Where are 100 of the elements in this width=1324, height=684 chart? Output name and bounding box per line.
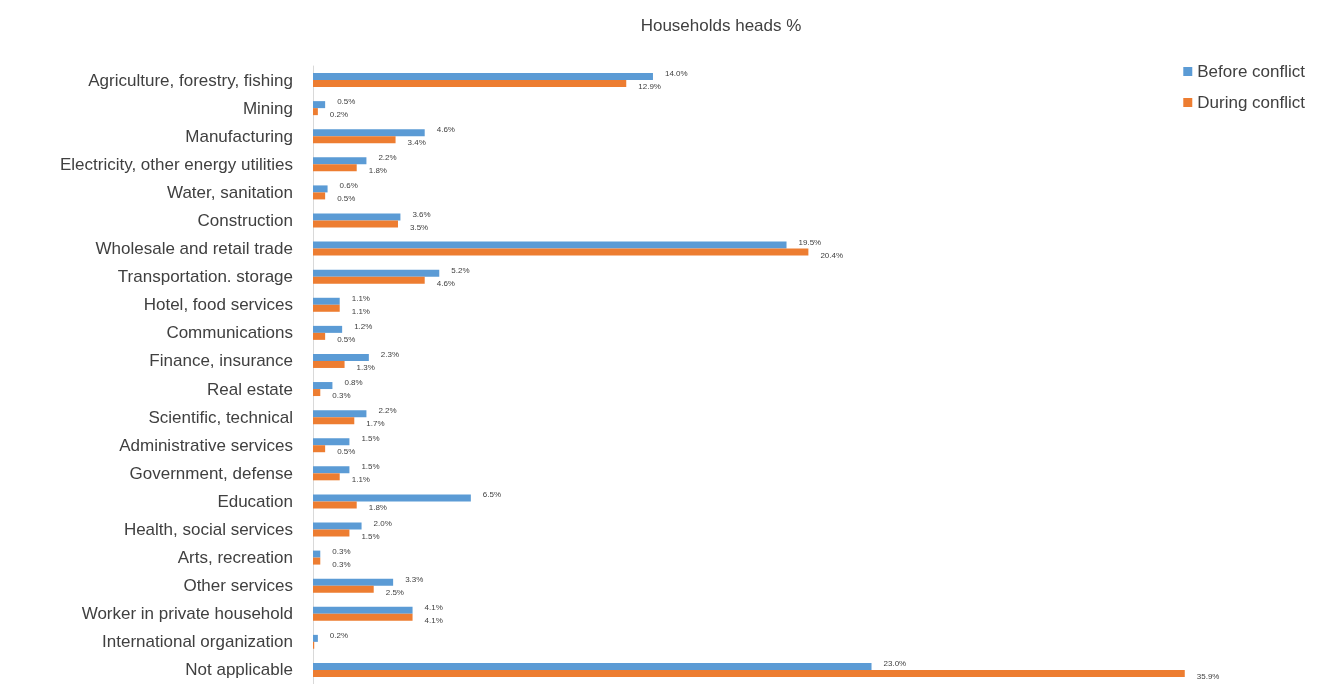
bar	[313, 129, 425, 137]
data-label: 1.1%	[351, 293, 370, 303]
bar	[313, 578, 394, 586]
bar	[313, 136, 396, 144]
y-tick-label: Other services	[183, 576, 293, 596]
y-tick-label: Government, defense	[129, 463, 293, 483]
data-label: 0.5%	[337, 447, 356, 457]
bar	[313, 304, 340, 312]
data-label: 1.5%	[361, 434, 380, 444]
data-label: 19.5%	[798, 237, 822, 247]
data-label: 1.1%	[351, 475, 370, 485]
y-tick-label: Health, social services	[123, 520, 293, 539]
data-label: 4.1%	[424, 602, 443, 612]
bar	[313, 550, 321, 558]
data-label: 0.3%	[332, 391, 351, 401]
bar	[313, 606, 413, 614]
bar	[313, 297, 340, 305]
data-label: 12.9%	[638, 82, 661, 92]
data-label: 6.5%	[482, 490, 502, 500]
bar	[313, 473, 340, 481]
y-tick-label: Education	[217, 491, 293, 511]
y-tick-label: Water, sanitation	[167, 182, 293, 202]
bar	[313, 164, 357, 172]
bar	[313, 466, 350, 474]
bar	[313, 634, 318, 642]
bar	[313, 213, 401, 221]
y-tick-label: Mining	[242, 98, 293, 118]
y-tick-label: Arts, recreation	[177, 548, 293, 568]
bar	[313, 276, 425, 284]
data-label: 0.5%	[337, 334, 356, 344]
bar	[313, 325, 343, 333]
y-tick-label: Scientific, technical	[148, 407, 293, 427]
data-label: 0.8%	[344, 378, 363, 388]
data-label: 5.2%	[451, 265, 470, 275]
data-label: 23.0%	[883, 658, 907, 668]
data-label: 20.4%	[820, 250, 844, 260]
bar	[313, 332, 326, 340]
data-label: 1.2%	[354, 321, 373, 331]
bar	[313, 80, 627, 88]
y-tick-label: Manufacturing	[185, 126, 293, 146]
y-tick-label: Agriculture, forestry, fishing	[88, 70, 293, 90]
bar	[313, 185, 328, 193]
data-label: 0.3%	[332, 546, 351, 556]
legend-label: During conflict	[1197, 93, 1306, 112]
y-tick-label: Transportation. storage	[117, 267, 293, 287]
data-label: 1.5%	[361, 531, 380, 541]
data-label: 4.1%	[424, 615, 443, 625]
y-tick-label: Administrative services	[119, 435, 293, 455]
y-tick-label: Real estate	[207, 379, 293, 399]
y-tick-label: Worker in private household	[81, 604, 293, 624]
bar	[313, 529, 350, 537]
data-label: 3.3%	[405, 574, 424, 584]
chart-title: Households heads %	[640, 16, 802, 35]
data-label: 4.6%	[436, 125, 455, 135]
data-label: 3.4%	[407, 138, 426, 148]
bar	[313, 417, 355, 425]
data-label: 3.6%	[412, 209, 431, 219]
data-label: 1.8%	[368, 503, 387, 513]
y-tick-label: International organization	[102, 632, 293, 652]
bar	[313, 101, 326, 109]
y-tick-label: Hotel, food services	[143, 295, 293, 315]
bar	[313, 522, 362, 530]
data-label: 0.3%	[332, 559, 351, 569]
data-label: 1.1%	[351, 306, 370, 316]
bar	[313, 157, 367, 165]
y-tick-label: Finance, insurance	[149, 351, 293, 371]
data-label: 0.6%	[339, 181, 358, 191]
bar	[313, 108, 318, 116]
bar	[313, 662, 872, 670]
bar	[313, 360, 345, 368]
data-label: 1.3%	[356, 362, 375, 372]
bar	[313, 669, 1185, 677]
data-label: 0.5%	[337, 194, 356, 204]
bar	[313, 445, 326, 453]
bar	[313, 438, 350, 446]
data-label: 1.8%	[368, 166, 387, 176]
y-tick-label: Construction	[197, 211, 293, 230]
bar	[313, 241, 787, 249]
y-tick-label: Wholesale and retail trade	[95, 239, 293, 259]
bar	[313, 389, 321, 397]
bar	[313, 353, 369, 361]
bar	[313, 410, 367, 418]
bar	[313, 382, 333, 390]
data-label: 3.5%	[409, 222, 429, 232]
data-label: 2.0%	[373, 518, 392, 528]
data-label: 35.9%	[1196, 671, 1220, 681]
bar	[313, 73, 653, 81]
data-label: 2.2%	[378, 406, 397, 416]
bar	[313, 192, 326, 200]
legend-label: Before conflict	[1197, 62, 1306, 81]
bar	[313, 248, 809, 256]
bar	[313, 613, 413, 621]
bar	[313, 501, 357, 509]
bar	[313, 585, 374, 593]
data-label: 0.2%	[329, 110, 349, 120]
data-label: 1.7%	[366, 419, 385, 429]
bar	[313, 494, 471, 502]
data-label: 14.0%	[664, 69, 688, 79]
data-label: 4.6%	[436, 278, 455, 288]
bar	[313, 557, 321, 565]
